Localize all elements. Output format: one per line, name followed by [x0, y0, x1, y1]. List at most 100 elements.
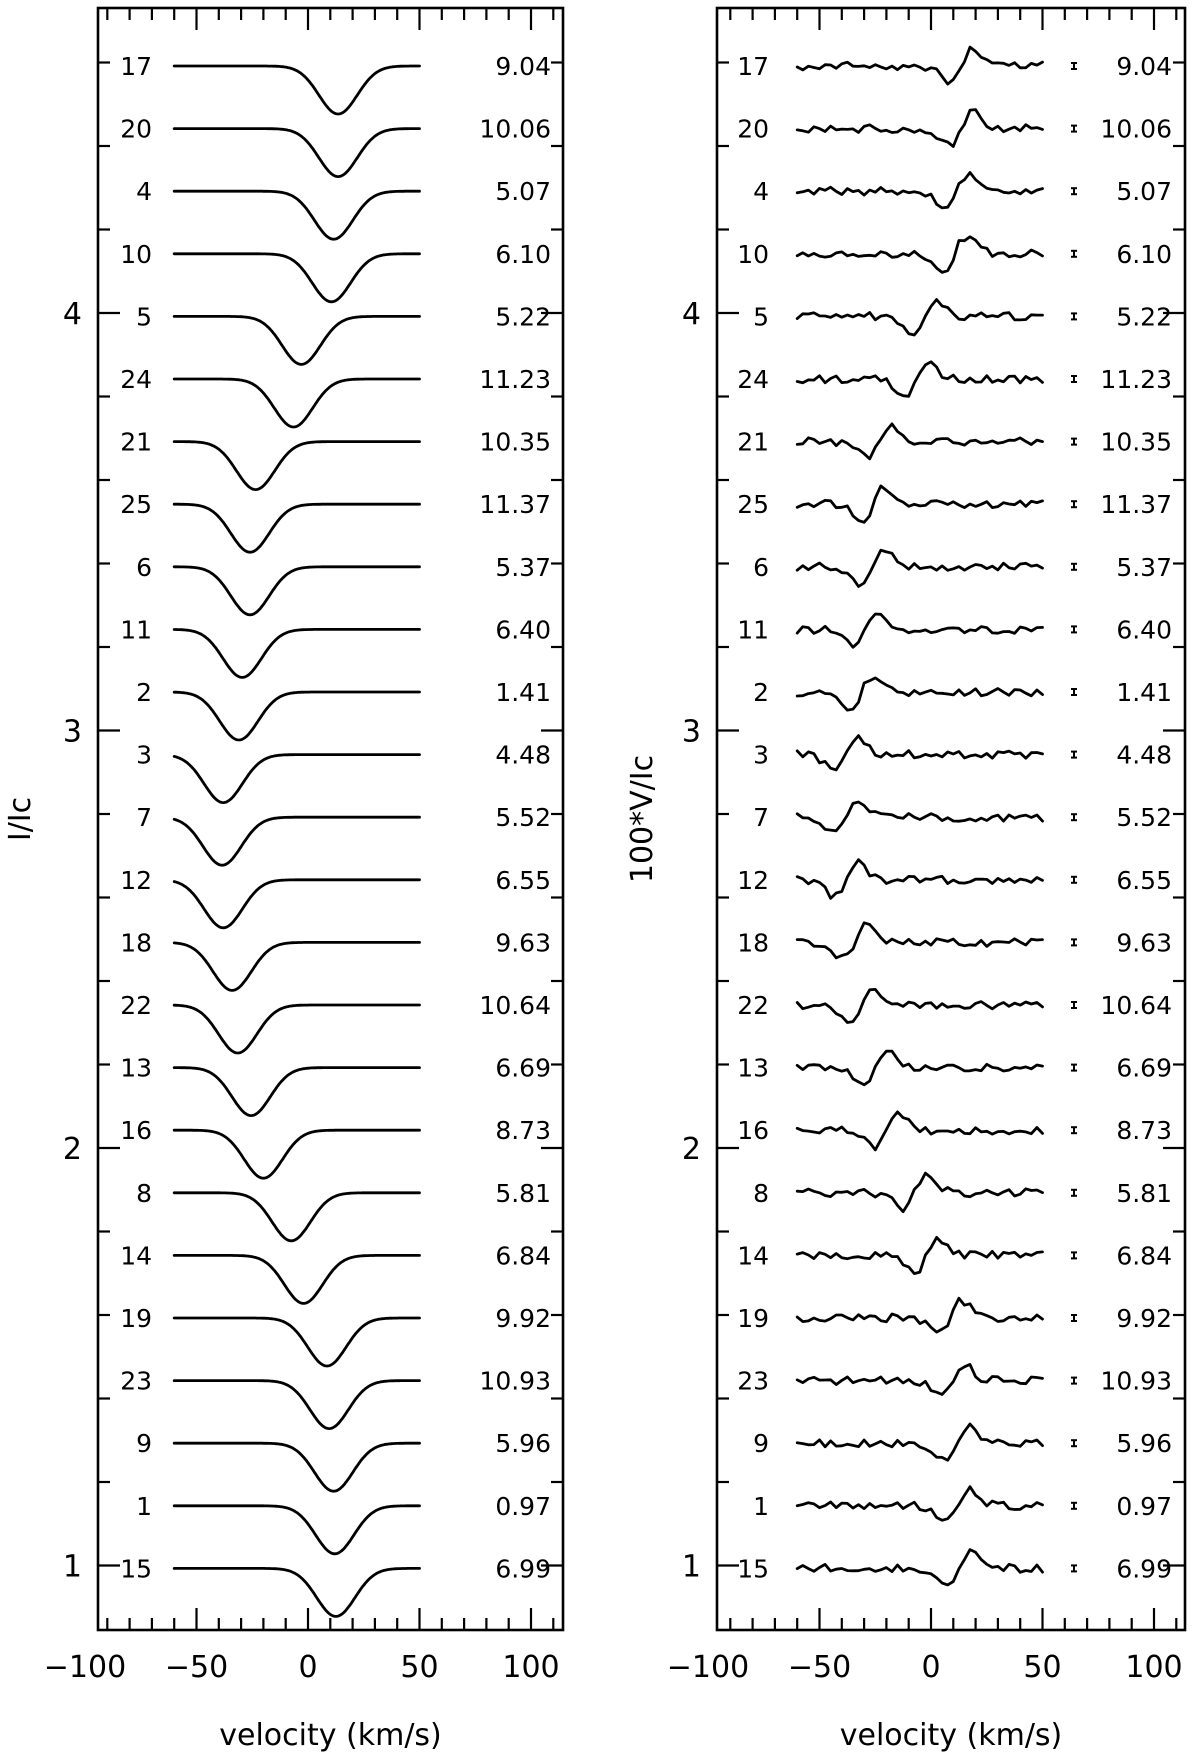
phase-label: 10.35 [479, 428, 551, 457]
spectrum-number: 9 [753, 1429, 769, 1458]
spectrum-row: 16 8.73 [737, 1110, 1172, 1152]
spectrum-row: 12 6.55 [120, 866, 551, 930]
stokes-i-profile [172, 690, 421, 742]
phase-label: 0.97 [1116, 1492, 1172, 1521]
spectrum-row: 1 0.97 [136, 1492, 551, 1556]
spectrum-row: 5 5.22 [136, 302, 551, 366]
spectrum-number: 16 [737, 1116, 769, 1145]
spectrum-number: 5 [753, 302, 769, 331]
stokes-i-profile [172, 628, 421, 679]
spectrum-number: 18 [737, 928, 769, 957]
stokes-v-profile [795, 298, 1044, 337]
spectrum-row: 17 9.04 [737, 45, 1172, 86]
stokes-v-profile [795, 612, 1044, 649]
spectrum-row: 24 11.23 [120, 365, 551, 429]
x-tick-label: 50 [400, 1650, 438, 1685]
spectrum-row: 25 11.37 [120, 490, 551, 554]
phase-label: 5.96 [1116, 1429, 1172, 1458]
spectrum-number: 24 [737, 365, 769, 394]
spectrum-number: 13 [737, 1054, 769, 1083]
stokes-v-profile [795, 734, 1044, 772]
spectrum-number: 23 [737, 1367, 769, 1396]
spectrum-row: 16 8.73 [120, 1116, 551, 1180]
spectrum-number: 2 [136, 678, 152, 707]
x-tick-label: 100 [502, 1650, 559, 1685]
phase-label: 6.69 [1116, 1054, 1172, 1083]
spectrum-number: 25 [120, 490, 152, 519]
spectrum-row: 9 5.96 [753, 1422, 1172, 1462]
spectrum-row: 19 9.92 [737, 1296, 1172, 1334]
spectrum-number: 14 [120, 1241, 152, 1270]
stokes-v-profile [795, 1171, 1044, 1214]
spectrum-row: 25 11.37 [737, 484, 1172, 524]
stokes-i-profile [172, 502, 421, 554]
spectrum-number: 5 [136, 302, 152, 331]
phase-label: 5.52 [495, 803, 551, 832]
spectrum-row: 6 5.37 [136, 553, 551, 617]
phase-label: 5.07 [495, 177, 551, 206]
phase-label: 9.04 [1116, 52, 1172, 81]
spectrum-number: 2 [753, 678, 769, 707]
spectrum-number: 16 [120, 1116, 152, 1145]
x-axis-label: velocity (km/s) [840, 1718, 1063, 1753]
stokes-i-profile [172, 64, 421, 116]
phase-label: 5.22 [495, 302, 551, 331]
x-tick-label: 0 [921, 1650, 940, 1685]
phase-label: 6.84 [495, 1241, 551, 1270]
spectrum-row: 20 10.06 [120, 115, 551, 178]
stokes-v-profile [795, 1363, 1044, 1396]
spectrum-row: 18 9.63 [737, 921, 1172, 960]
phase-label: 5.22 [1116, 302, 1172, 331]
spectrum-row: 4 5.07 [753, 171, 1172, 210]
spectrum-number: 7 [753, 803, 769, 832]
phase-label: 9.63 [1116, 928, 1172, 957]
spectrum-row: 13 6.69 [737, 1049, 1172, 1087]
stokes-v-profile [795, 1422, 1044, 1462]
phase-label: 6.10 [495, 240, 551, 269]
stokes-v-profile [795, 171, 1044, 210]
stokes-i-profile [172, 753, 421, 804]
spectrum-number: 19 [120, 1304, 152, 1333]
phase-label: 4.48 [495, 741, 551, 770]
stokes-v-profile [795, 988, 1044, 1024]
stokes-v-profile [795, 422, 1044, 461]
stokes-i-profile [172, 252, 421, 304]
spectrum-row: 20 10.06 [737, 108, 1172, 148]
spectrum-row: 18 9.63 [120, 928, 551, 992]
spectrum-row: 15 6.99 [737, 1548, 1172, 1587]
plot-frame [715, 6, 1187, 1632]
spectrum-number: 24 [120, 365, 152, 394]
stokes-v-profile [795, 548, 1044, 588]
x-tick-label: 0 [298, 1650, 317, 1685]
spectrum-row: 8 5.81 [136, 1179, 551, 1243]
spectrum-row: 13 6.69 [120, 1054, 551, 1117]
y-tick-label: 4 [63, 297, 82, 332]
y-axis-label: 100*V/Ic [625, 755, 660, 883]
spectrum-number: 10 [120, 240, 152, 269]
spectrum-number: 13 [120, 1054, 152, 1083]
spectrum-number: 14 [737, 1241, 769, 1270]
x-tick-label: 50 [1023, 1650, 1061, 1685]
stokes-v-profile [795, 45, 1044, 86]
spectrum-number: 20 [737, 115, 769, 144]
phase-label: 10.35 [1100, 428, 1172, 457]
phase-label: 5.37 [495, 553, 551, 582]
x-tick-label: 100 [1125, 1650, 1182, 1685]
spectrum-number: 17 [737, 52, 769, 81]
spectrum-number: 6 [136, 553, 152, 582]
spectrum-number: 18 [120, 928, 152, 957]
stokes-v-profile [795, 1548, 1044, 1587]
spectrum-row: 2 1.41 [753, 676, 1172, 712]
stokes-v-profile [795, 1236, 1044, 1275]
stokes-v-profile [795, 921, 1044, 960]
phase-label: 10.64 [1100, 991, 1172, 1020]
spectrum-row: 17 9.04 [120, 52, 551, 116]
spectrum-number: 15 [120, 1554, 152, 1583]
y-tick-label: 3 [682, 715, 701, 750]
spectrum-number: 15 [737, 1554, 769, 1583]
spectrum-number: 10 [737, 240, 769, 269]
phase-label: 5.07 [1116, 177, 1172, 206]
spectrum-row: 11 6.40 [737, 612, 1172, 649]
phase-label: 6.99 [1116, 1554, 1172, 1583]
